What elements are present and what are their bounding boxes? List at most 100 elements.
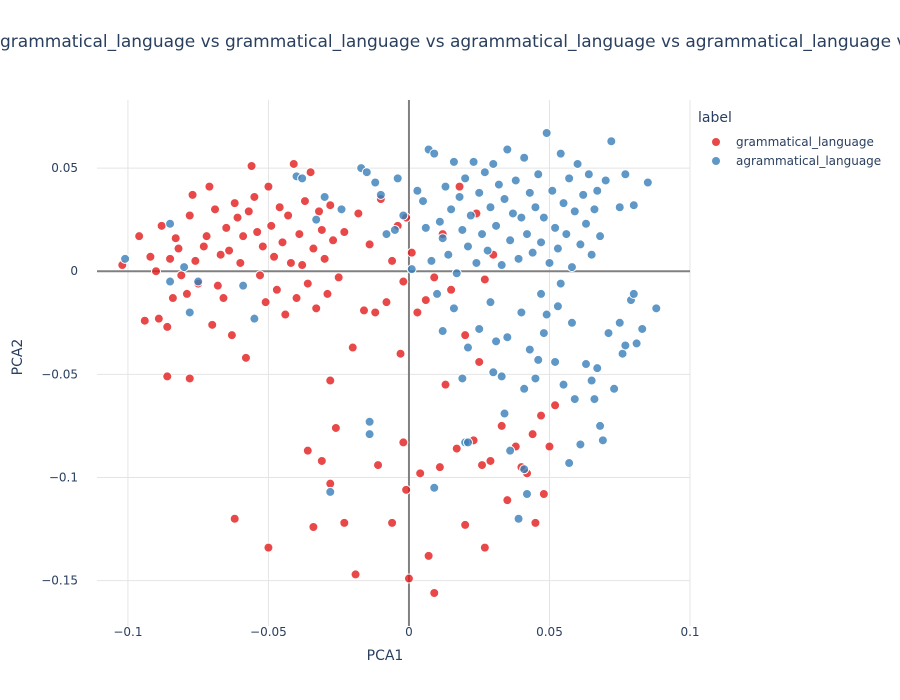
data-point[interactable]	[527, 247, 538, 258]
data-point[interactable]	[305, 167, 316, 178]
data-point[interactable]	[398, 276, 409, 287]
data-point[interactable]	[412, 185, 423, 196]
data-point[interactable]	[521, 229, 532, 240]
data-point[interactable]	[257, 241, 268, 252]
data-point[interactable]	[215, 249, 226, 260]
data-point[interactable]	[361, 167, 372, 178]
data-point[interactable]	[277, 237, 288, 248]
data-point[interactable]	[406, 247, 417, 258]
data-point[interactable]	[564, 458, 575, 469]
data-point[interactable]	[325, 200, 336, 211]
data-point[interactable]	[600, 175, 611, 186]
data-point[interactable]	[510, 175, 521, 186]
data-point[interactable]	[311, 303, 322, 314]
data-point[interactable]	[541, 309, 552, 320]
data-point[interactable]	[403, 573, 414, 584]
data-point[interactable]	[443, 249, 454, 260]
data-point[interactable]	[187, 189, 198, 200]
data-point[interactable]	[617, 348, 628, 359]
data-point[interactable]	[628, 288, 639, 299]
data-point[interactable]	[162, 321, 173, 332]
data-point[interactable]	[597, 435, 608, 446]
data-point[interactable]	[333, 272, 344, 283]
data-point[interactable]	[651, 303, 662, 314]
data-point[interactable]	[575, 239, 586, 250]
data-point[interactable]	[297, 260, 308, 271]
data-point[interactable]	[620, 340, 631, 351]
data-point[interactable]	[547, 185, 558, 196]
data-point[interactable]	[595, 420, 606, 431]
data-point[interactable]	[274, 202, 285, 213]
data-point[interactable]	[519, 383, 530, 394]
data-point[interactable]	[418, 196, 429, 207]
data-point[interactable]	[322, 288, 333, 299]
data-point[interactable]	[491, 336, 502, 347]
data-point[interactable]	[513, 513, 524, 524]
data-point[interactable]	[364, 429, 375, 440]
data-point[interactable]	[538, 328, 549, 339]
data-point[interactable]	[120, 253, 131, 264]
data-point[interactable]	[153, 313, 164, 324]
data-point[interactable]	[308, 243, 319, 254]
data-point[interactable]	[226, 330, 237, 341]
data-point[interactable]	[496, 260, 507, 271]
data-point[interactable]	[460, 519, 471, 530]
data-point[interactable]	[311, 214, 322, 225]
data-point[interactable]	[561, 229, 572, 240]
data-point[interactable]	[294, 229, 305, 240]
data-point[interactable]	[437, 326, 448, 337]
data-point[interactable]	[288, 158, 299, 169]
data-point[interactable]	[595, 231, 606, 242]
data-point[interactable]	[412, 307, 423, 318]
data-point[interactable]	[536, 237, 547, 248]
data-point[interactable]	[592, 185, 603, 196]
data-point[interactable]	[468, 156, 479, 167]
data-point[interactable]	[330, 422, 341, 433]
data-point[interactable]	[364, 416, 375, 427]
data-point[interactable]	[642, 177, 653, 188]
data-point[interactable]	[603, 328, 614, 339]
data-point[interactable]	[530, 373, 541, 384]
data-point[interactable]	[538, 212, 549, 223]
data-point[interactable]	[479, 167, 490, 178]
data-point[interactable]	[184, 373, 195, 384]
data-point[interactable]	[190, 255, 201, 266]
data-point[interactable]	[381, 229, 392, 240]
data-point[interactable]	[460, 173, 471, 184]
data-point[interactable]	[482, 245, 493, 256]
data-point[interactable]	[505, 235, 516, 246]
data-point[interactable]	[448, 156, 459, 167]
data-point[interactable]	[437, 233, 448, 244]
data-point[interactable]	[572, 158, 583, 169]
data-point[interactable]	[516, 307, 527, 318]
data-point[interactable]	[381, 297, 392, 308]
data-point[interactable]	[555, 148, 566, 159]
data-point[interactable]	[429, 148, 440, 159]
data-point[interactable]	[502, 144, 513, 155]
data-point[interactable]	[533, 169, 544, 180]
data-point[interactable]	[271, 284, 282, 295]
data-point[interactable]	[550, 400, 561, 411]
data-point[interactable]	[434, 216, 445, 227]
data-point[interactable]	[246, 161, 257, 172]
data-point[interactable]	[389, 224, 400, 235]
data-point[interactable]	[527, 429, 538, 440]
data-point[interactable]	[589, 204, 600, 215]
data-point[interactable]	[392, 173, 403, 184]
data-point[interactable]	[170, 233, 181, 244]
data-point[interactable]	[477, 229, 488, 240]
data-point[interactable]	[606, 136, 617, 147]
data-point[interactable]	[589, 394, 600, 405]
data-point[interactable]	[550, 222, 561, 233]
data-point[interactable]	[269, 251, 280, 262]
data-point[interactable]	[462, 342, 473, 353]
data-point[interactable]	[502, 495, 513, 506]
data-point[interactable]	[569, 394, 580, 405]
data-point[interactable]	[238, 280, 249, 291]
data-point[interactable]	[387, 255, 398, 266]
data-point[interactable]	[162, 371, 173, 382]
data-point[interactable]	[238, 231, 249, 242]
data-point[interactable]	[420, 295, 431, 306]
data-point[interactable]	[446, 284, 457, 295]
data-point[interactable]	[575, 439, 586, 450]
